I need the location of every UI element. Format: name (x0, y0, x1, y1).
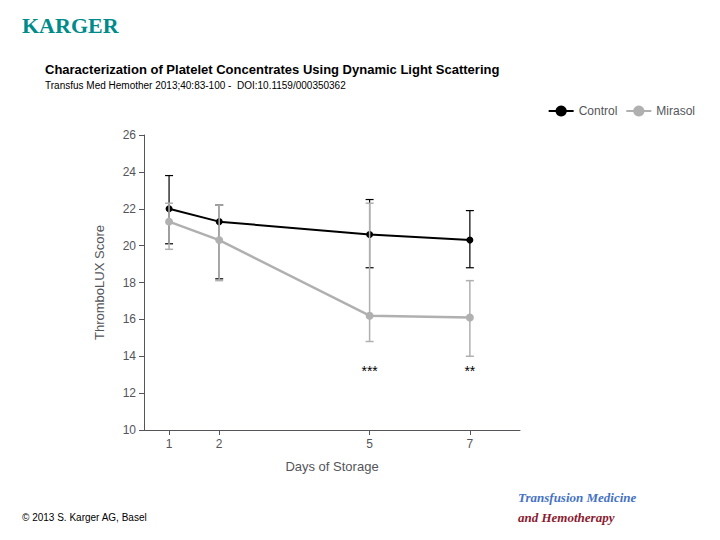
svg-text:Control: Control (579, 104, 618, 118)
svg-text:22: 22 (123, 202, 137, 216)
svg-text:and Hemotherapy: and Hemotherapy (518, 510, 615, 525)
svg-text:Transfusion Medicine: Transfusion Medicine (518, 490, 637, 505)
svg-text:20: 20 (123, 239, 137, 253)
svg-text:18: 18 (123, 276, 137, 290)
svg-text:14: 14 (123, 349, 137, 363)
svg-text:12: 12 (123, 386, 137, 400)
svg-text:© 2013 S. Karger AG, Basel: © 2013 S. Karger AG, Basel (22, 512, 147, 523)
svg-text:Characterization of Platelet C: Characterization of Platelet Concentrate… (45, 62, 499, 77)
svg-text:5: 5 (366, 437, 373, 451)
svg-text:KARGER: KARGER (22, 13, 120, 38)
svg-text:1: 1 (166, 437, 173, 451)
svg-text:Mirasol: Mirasol (656, 104, 695, 118)
svg-text:24: 24 (123, 165, 137, 179)
svg-text:7: 7 (467, 437, 474, 451)
svg-text:26: 26 (123, 128, 137, 142)
svg-text:16: 16 (123, 312, 137, 326)
svg-text:Days of Storage: Days of Storage (285, 459, 378, 474)
svg-text:***: *** (361, 363, 378, 379)
svg-text:Transfus Med Hemother 2013;40:: Transfus Med Hemother 2013;40:83-100 - D… (45, 80, 346, 91)
svg-text:10: 10 (123, 423, 137, 437)
svg-text:**: ** (464, 363, 475, 379)
svg-text:2: 2 (216, 437, 223, 451)
svg-text:ThromboLUX Score: ThromboLUX Score (92, 225, 107, 340)
